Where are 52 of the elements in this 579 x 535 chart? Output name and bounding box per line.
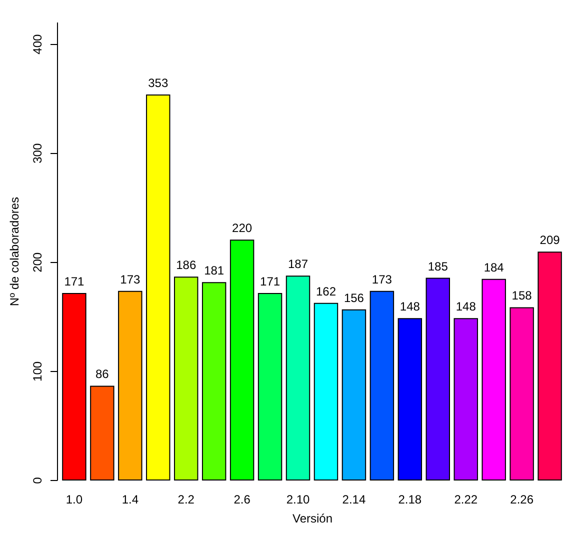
- data-label: 148: [400, 300, 420, 314]
- data-label: 353: [148, 76, 168, 90]
- y-tick-label: 200: [30, 252, 44, 272]
- x-tick-label: 2.10: [286, 492, 310, 506]
- x-tick-label: 2.14: [342, 492, 366, 506]
- bar: [370, 290, 394, 480]
- x-axis-title: Versión: [292, 512, 333, 526]
- data-label: 220: [232, 221, 252, 236]
- data-label: 187: [288, 257, 308, 272]
- bar: [230, 240, 254, 480]
- bar: [174, 276, 198, 480]
- bar: [118, 290, 142, 480]
- data-label: 148: [456, 300, 476, 314]
- y-tick-label: 300: [30, 143, 44, 164]
- data-label: 162: [316, 284, 336, 298]
- y-axis-title: Nº de colaboradores: [8, 196, 22, 306]
- bar: [482, 278, 506, 480]
- data-label: 209: [540, 233, 560, 248]
- bar: [90, 386, 114, 480]
- bar: [314, 302, 338, 480]
- x-tick-label: 1.0: [66, 492, 83, 506]
- y-tick-label: 400: [30, 34, 44, 54]
- bar: [538, 252, 562, 480]
- bar: [454, 318, 478, 480]
- bar: [426, 278, 450, 480]
- x-tick-label: 2.18: [398, 492, 422, 506]
- data-label: 185: [428, 259, 448, 274]
- x-tick-label: 2.6: [234, 492, 251, 506]
- bar: [510, 307, 534, 480]
- bar: [342, 309, 366, 480]
- data-label: 186: [176, 258, 196, 272]
- data-label: 181: [204, 264, 224, 278]
- data-label: 171: [260, 274, 280, 289]
- bar: [286, 276, 310, 480]
- bar: [258, 293, 282, 480]
- bar: [202, 282, 226, 480]
- x-tick-label: 1.4: [122, 492, 139, 506]
- data-label: 156: [344, 290, 364, 305]
- bar: [398, 318, 422, 480]
- bar: [146, 94, 170, 480]
- bar: [62, 293, 86, 480]
- data-label: 86: [96, 367, 110, 382]
- x-tick-label: 2.2: [178, 492, 195, 506]
- data-label: 184: [484, 260, 504, 274]
- data-label: 173: [120, 272, 140, 286]
- x-tick-label: 2.26: [510, 492, 534, 506]
- data-label: 173: [372, 272, 392, 286]
- y-tick-label: 0: [30, 476, 44, 484]
- x-tick-label: 2.22: [454, 492, 478, 506]
- data-label: 171: [64, 274, 85, 289]
- y-tick-label: 100: [30, 361, 44, 382]
- data-label: 158: [512, 288, 532, 303]
